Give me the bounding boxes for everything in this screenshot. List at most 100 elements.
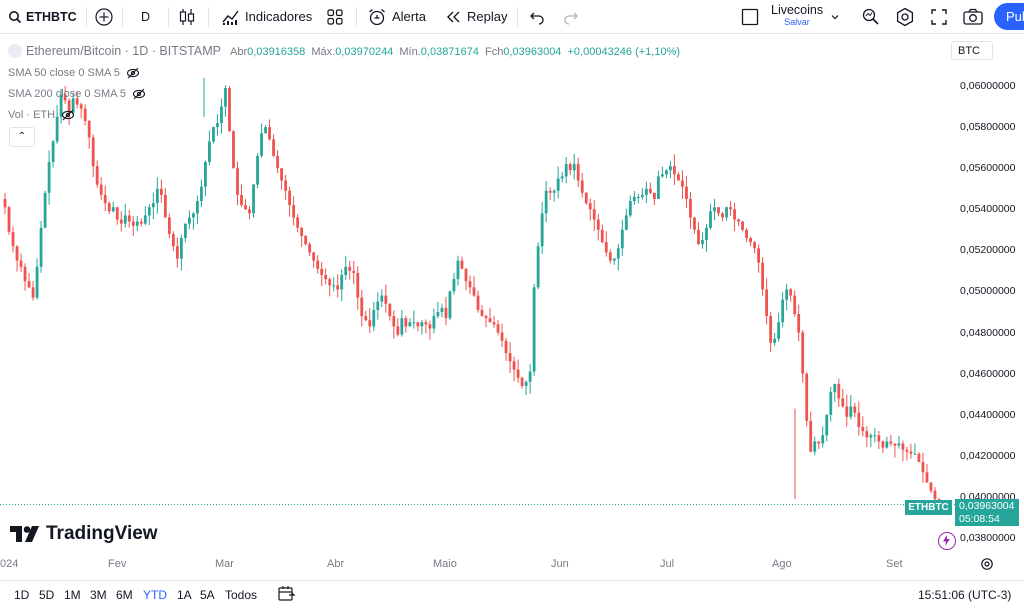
settings-button[interactable] — [895, 0, 915, 33]
candle-body — [171, 233, 175, 247]
candle-body — [372, 309, 376, 327]
candle-body — [921, 461, 925, 473]
candle-body — [344, 266, 348, 276]
legend-title: Ethereum/Bitcoin · 1D · BITSTAMP — [26, 44, 221, 58]
eye-off-icon[interactable] — [126, 67, 140, 79]
candle-body — [308, 244, 312, 253]
quick-search-button[interactable] — [861, 0, 881, 33]
alert-button[interactable]: Alerta — [367, 0, 426, 33]
replay-button[interactable]: Replay — [445, 0, 507, 33]
currency-button[interactable]: BTC — [951, 41, 993, 60]
indicator-sma200-label: SMA 200 close 0 SMA 5 — [8, 88, 127, 100]
candle-body — [729, 207, 732, 210]
compare-symbol-button[interactable] — [94, 0, 114, 33]
eye-off-icon[interactable] — [132, 88, 146, 100]
fullscreen-button[interactable] — [930, 0, 948, 33]
templates-button[interactable] — [326, 0, 344, 33]
range-button-3m[interactable]: 3M — [90, 588, 107, 602]
candle-body — [232, 131, 235, 169]
candle-body — [913, 453, 917, 455]
bottom-toolbar — [0, 580, 1024, 612]
range-button-1a[interactable]: 1A — [177, 588, 192, 602]
candle-body — [737, 219, 740, 222]
candle-body — [292, 205, 296, 218]
candle-body — [159, 188, 163, 195]
legend-open: 0,03916358 — [247, 46, 306, 58]
candle-body — [789, 289, 793, 296]
candle-body — [901, 443, 905, 450]
candle-body — [669, 166, 672, 171]
candle-body — [276, 155, 279, 169]
range-button-ytd[interactable]: YTD — [143, 588, 167, 602]
candle-body — [697, 229, 700, 245]
candles-icon — [179, 8, 195, 25]
range-button-todos[interactable]: Todos — [225, 588, 258, 602]
indicator-volume[interactable]: Vol · ETH — [8, 109, 75, 121]
redo-button[interactable] — [563, 0, 579, 33]
interval-button[interactable]: D — [141, 9, 151, 24]
candle-body — [793, 295, 797, 315]
indicators-button[interactable]: Indicadores — [221, 0, 312, 33]
candle-body — [504, 340, 508, 354]
range-button-6m[interactable]: 6M — [116, 588, 133, 602]
layout-select[interactable]: Livecoins Salvar — [741, 0, 841, 33]
candle-body — [600, 229, 604, 243]
gear-icon — [896, 7, 914, 26]
candle-body — [143, 215, 147, 224]
candle-body — [340, 275, 344, 290]
price-chart[interactable] — [0, 34, 1024, 578]
candle-body — [540, 213, 544, 247]
tradingview-watermark[interactable]: TradingView — [10, 523, 158, 545]
candle-body — [797, 314, 801, 333]
undo-button[interactable] — [529, 0, 545, 33]
candle-body — [408, 322, 412, 327]
candle-body — [63, 94, 67, 101]
clock[interactable]: 15:51:06 (UTC-3) — [918, 588, 1012, 602]
range-button-1m[interactable]: 1M — [64, 588, 81, 602]
range-button-1d[interactable]: 1D — [14, 588, 30, 602]
candle-body — [260, 133, 263, 156]
candle-body — [460, 260, 464, 269]
indicators-icon — [222, 10, 239, 25]
candle-body — [584, 192, 588, 204]
range-button-5a[interactable]: 5A — [200, 588, 215, 602]
candle-body — [741, 221, 744, 230]
layout-square-icon — [741, 8, 759, 25]
date-range-button[interactable] — [277, 584, 297, 609]
candle-body — [220, 106, 223, 123]
collapse-legend-button[interactable]: ⌃ — [9, 127, 35, 147]
candle-body — [264, 127, 267, 134]
layout-name: Livecoins — [771, 3, 824, 17]
chart-type-button[interactable] — [178, 0, 196, 33]
candle-body — [640, 194, 644, 197]
candle-body — [248, 209, 251, 214]
indicator-sma200[interactable]: SMA 200 close 0 SMA 5 — [8, 88, 146, 100]
time-axis-label: 024 — [0, 558, 19, 570]
publish-button[interactable]: Pub — [994, 3, 1024, 30]
bar-countdown: 05:08:54 — [959, 513, 1000, 525]
indicator-sma50[interactable]: SMA 50 close 0 SMA 5 — [8, 67, 140, 79]
candle-body — [528, 371, 532, 382]
chevron-up-icon: ⌃ — [17, 131, 27, 142]
candle-body — [705, 227, 708, 241]
symbol-search[interactable]: ETHBTC — [8, 0, 77, 33]
candle-body — [665, 170, 668, 175]
candle-body — [745, 229, 748, 239]
candle-body — [809, 420, 813, 452]
candle-body — [544, 190, 548, 214]
candle-body — [55, 116, 59, 142]
candle-body — [99, 184, 103, 195]
candle-body — [412, 322, 416, 324]
candle-body — [396, 326, 400, 335]
chart-area[interactable] — [0, 34, 1024, 578]
eye-off-icon[interactable] — [61, 109, 75, 121]
range-button-5d[interactable]: 5D — [39, 588, 55, 602]
legend-low: 0,03871674 — [420, 46, 479, 58]
time-axis-label: Jun — [551, 558, 569, 570]
candle-body — [312, 252, 316, 261]
axis-settings-button[interactable] — [980, 557, 994, 576]
candle-body — [472, 287, 476, 296]
snapshot-button[interactable] — [962, 0, 984, 33]
lightning-icon[interactable] — [938, 532, 956, 550]
candle-body — [556, 178, 560, 191]
